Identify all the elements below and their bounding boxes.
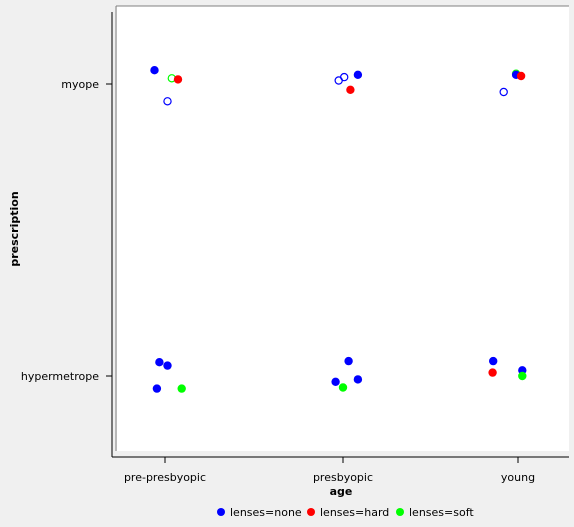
- data-point-lenses-none: [150, 65, 159, 75]
- data-point-lenses-hard: [516, 71, 526, 81]
- x-tick-label: young: [501, 471, 535, 484]
- x-tick-label: pre-presbyopic: [124, 471, 206, 484]
- y-tick-label: hypermetrope: [21, 370, 99, 383]
- x-tick-label: presbyopic: [313, 471, 373, 484]
- data-point-lenses-none: [163, 361, 172, 370]
- legend: lenses=none lenses=hard lenses=soft: [217, 506, 474, 519]
- data-point-lenses-soft: [177, 384, 186, 393]
- data-point-lenses-none: [155, 358, 164, 367]
- x-axis-title: age: [330, 485, 353, 498]
- data-point-lenses-none: [163, 97, 172, 106]
- legend-swatch: [217, 508, 225, 516]
- y-tick-group: hypermetrope myope: [21, 78, 112, 383]
- y-axis-title: prescription: [8, 191, 21, 266]
- data-point-lenses-hard: [173, 75, 183, 84]
- data-point-lenses-none: [353, 70, 363, 80]
- legend-swatch: [307, 508, 315, 516]
- data-point-lenses-none: [353, 375, 363, 384]
- legend-label: lenses=none: [230, 506, 302, 519]
- data-point-lenses-hard: [346, 85, 355, 95]
- data-point-lenses-none: [489, 356, 498, 366]
- data-point-lenses-soft: [518, 371, 527, 381]
- x-tick-group: pre-presbyopic presbyopic young: [124, 457, 535, 484]
- data-point-lenses-soft: [338, 383, 348, 392]
- data-points: [150, 65, 527, 393]
- data-point-lenses-none: [344, 356, 353, 366]
- legend-swatch: [396, 508, 404, 516]
- data-point-lenses-none: [331, 377, 340, 386]
- data-point-lenses-none: [340, 72, 349, 82]
- legend-label: lenses=soft: [409, 506, 474, 519]
- data-point-lenses-hard: [488, 368, 497, 377]
- data-point-lenses-none: [152, 384, 162, 393]
- legend-label: lenses=hard: [320, 506, 389, 519]
- data-point-lenses-none: [499, 87, 508, 97]
- y-tick-label: myope: [61, 78, 99, 91]
